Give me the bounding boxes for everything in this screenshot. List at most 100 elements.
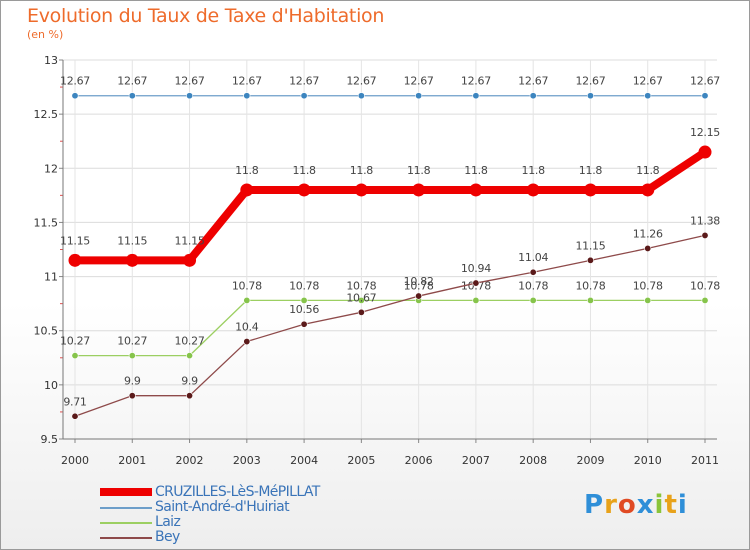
data-point <box>472 296 480 304</box>
y-tick-label: 9.5 <box>41 433 59 446</box>
data-point <box>701 231 709 239</box>
data-label: 9.9 <box>124 375 141 388</box>
y-tick-label: 11 <box>44 271 58 284</box>
data-point <box>357 92 365 100</box>
data-label: 12.15 <box>690 126 720 139</box>
data-point <box>472 92 480 100</box>
legend-label-cruzilles: CRUZILLES-LèS-MéPILLAT <box>155 484 320 500</box>
data-point <box>641 183 655 197</box>
data-point <box>644 92 652 100</box>
y-tick-label: 13 <box>44 54 58 67</box>
data-point <box>357 308 365 316</box>
y-tick-label: 10 <box>44 379 58 392</box>
data-point <box>415 92 423 100</box>
x-tick-label: 2010 <box>634 454 662 467</box>
x-tick-label: 2006 <box>405 454 433 467</box>
series-line <box>74 299 706 357</box>
data-point <box>583 183 597 197</box>
data-point <box>128 352 136 360</box>
data-label: 9.9 <box>181 375 198 388</box>
data-label: 10.78 <box>404 279 434 292</box>
legend-swatch-bey <box>100 537 152 539</box>
data-point <box>300 296 308 304</box>
data-point <box>240 183 254 197</box>
x-tick-label: 2008 <box>519 454 547 467</box>
data-label: 11.15 <box>60 234 90 247</box>
legend-swatch-laiz <box>100 522 152 524</box>
data-label: 12.67 <box>289 75 319 88</box>
data-label: 12.67 <box>346 75 376 88</box>
data-label: 10.78 <box>690 279 720 292</box>
data-label: 11.8 <box>292 164 316 177</box>
x-tick-label: 2003 <box>233 454 261 467</box>
legend-label-laiz: Laiz <box>155 514 181 530</box>
data-label: 10.78 <box>633 279 663 292</box>
data-point <box>125 253 139 267</box>
x-tick-label: 2009 <box>576 454 604 467</box>
data-point <box>529 92 537 100</box>
data-label: 11.8 <box>636 164 660 177</box>
y-tick-label: 12.5 <box>34 108 59 121</box>
data-label: 12.67 <box>232 75 262 88</box>
x-tick-label: 2011 <box>691 454 719 467</box>
data-point <box>586 256 594 264</box>
data-point <box>354 183 368 197</box>
data-label: 11.8 <box>522 164 546 177</box>
data-point <box>186 392 194 400</box>
data-point <box>71 412 79 420</box>
data-point <box>357 296 365 304</box>
data-point <box>644 244 652 252</box>
data-point <box>243 92 251 100</box>
x-tick-label: 2002 <box>176 454 204 467</box>
data-label: 11.8 <box>464 164 488 177</box>
legend-swatch-cruzilles <box>100 488 152 496</box>
data-label: 10.67 <box>346 291 376 304</box>
data-point <box>698 145 712 159</box>
data-label: 10.78 <box>232 279 262 292</box>
data-point <box>128 392 136 400</box>
data-label: 11.15 <box>575 239 605 252</box>
y-tick-label: 11.5 <box>34 216 59 229</box>
data-label: 9.71 <box>63 395 86 408</box>
data-label: 10.56 <box>289 303 319 316</box>
data-label: 10.78 <box>289 279 319 292</box>
x-tick-label: 2001 <box>118 454 146 467</box>
data-point <box>186 352 194 360</box>
series-line <box>71 148 709 265</box>
y-tick-label: 12 <box>44 162 58 175</box>
legend-label-bey: Bey <box>155 529 180 545</box>
legend-swatch-saint-andre <box>100 507 152 509</box>
data-point <box>469 183 483 197</box>
logo-letter: t <box>664 490 678 520</box>
data-label: 10.27 <box>175 335 205 348</box>
data-label: 12.67 <box>175 75 205 88</box>
data-point <box>297 183 311 197</box>
data-label: 12.67 <box>117 75 147 88</box>
data-point <box>412 183 426 197</box>
data-point <box>71 92 79 100</box>
data-point <box>472 279 480 287</box>
chart-subtitle: (en %) <box>27 28 64 41</box>
data-label: 11.8 <box>579 164 603 177</box>
data-point <box>71 352 79 360</box>
data-label: 10.94 <box>461 262 491 275</box>
data-label: 11.38 <box>690 214 720 227</box>
logo-letter: P <box>584 490 605 520</box>
data-point <box>529 268 537 276</box>
data-label: 10.82 <box>404 275 434 288</box>
data-label: 10.27 <box>117 335 147 348</box>
proxiti-logo: Proxiti <box>584 490 688 520</box>
x-tick-label: 2007 <box>462 454 490 467</box>
data-point <box>526 183 540 197</box>
data-point <box>68 253 82 267</box>
data-label: 11.8 <box>350 164 374 177</box>
data-point <box>586 296 594 304</box>
data-label: 12.67 <box>575 75 605 88</box>
logo-letter: x <box>636 490 655 520</box>
data-label: 12.67 <box>518 75 548 88</box>
data-label: 11.15 <box>175 234 205 247</box>
data-point <box>243 296 251 304</box>
data-label: 12.67 <box>633 75 663 88</box>
y-tick-label: 10.5 <box>34 325 59 338</box>
logo-letter: i <box>677 490 688 520</box>
